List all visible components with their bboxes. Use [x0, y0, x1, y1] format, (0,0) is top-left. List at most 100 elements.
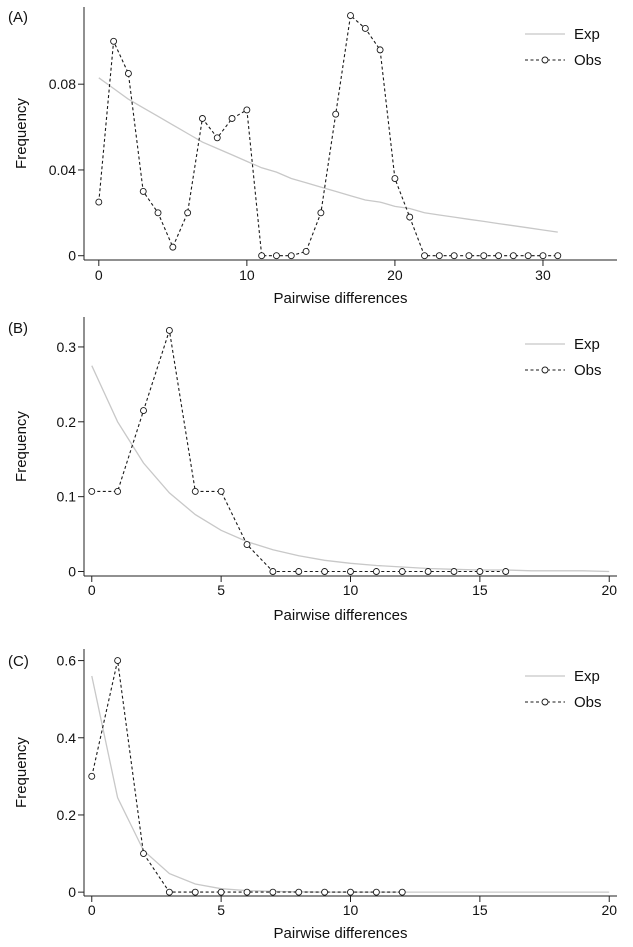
obs-point [332, 110, 340, 118]
y-tick-label: 0.08 [49, 76, 76, 92]
obs-point [450, 568, 458, 575]
chart-panel: (C) 0 5 10 15 20 0 0.2 0.4 0.6 Pairwise difference… [8, 649, 617, 942]
obs-point [213, 134, 221, 142]
obs-point [154, 209, 162, 217]
obs-point [110, 37, 118, 45]
obs-point [476, 568, 484, 575]
obs-point [169, 243, 177, 251]
obs-series-line [98, 14, 558, 257]
chart-panel: (A) 0 10 20 30 0 0.04 0.08 Pairwise differences F… [8, 7, 617, 307]
legend-obs-label: Obs [574, 694, 602, 711]
obs-point [376, 46, 384, 54]
obs-point [509, 252, 517, 260]
obs-point [287, 252, 295, 260]
obs-point [372, 568, 380, 575]
x-axis-title: Pairwise differences [274, 607, 408, 624]
obs-point [184, 209, 192, 217]
obs-point [124, 70, 132, 77]
obs-point [295, 888, 303, 896]
obs-point [361, 24, 369, 32]
obs-point [165, 888, 173, 896]
obs-point [321, 568, 329, 575]
y-tick-label: 0.04 [49, 162, 76, 178]
x-tick-label: 0 [88, 902, 96, 918]
obs-point [302, 247, 310, 255]
x-axis-title: Pairwise differences [274, 925, 408, 942]
x-tick-label: 10 [343, 582, 359, 598]
legend-obs-marker [541, 698, 549, 706]
obs-point [191, 888, 199, 896]
panel-label: (A) [8, 9, 28, 26]
obs-point [465, 252, 473, 260]
y-tick-label: 0.2 [57, 414, 77, 430]
obs-point [317, 209, 325, 217]
obs-point [450, 252, 458, 260]
obs-point [191, 487, 199, 495]
y-tick-label: 0 [68, 564, 76, 580]
obs-point [228, 115, 236, 122]
obs-point [114, 487, 122, 495]
obs-point [421, 252, 428, 260]
obs-point [480, 252, 488, 260]
obs-point [243, 541, 251, 549]
obs-point [269, 888, 277, 896]
obs-point [243, 106, 251, 114]
legend-obs-label: Obs [574, 52, 602, 69]
obs-point [217, 487, 225, 495]
legend-obs-label: Obs [574, 362, 602, 379]
obs-point [88, 487, 96, 495]
legend-exp-label: Exp [574, 26, 600, 43]
obs-point [217, 888, 225, 896]
obs-point [372, 888, 380, 896]
chart-panel: (B) 0 5 10 15 20 0 0.1 0.2 0.3 Pairwise difference… [8, 317, 617, 624]
y-tick-label: 0.2 [57, 807, 77, 823]
y-tick-label: 0.1 [57, 489, 77, 505]
y-tick-label: 0 [68, 884, 76, 900]
x-tick-label: 30 [535, 267, 551, 283]
obs-point [424, 568, 432, 575]
obs-point [398, 568, 406, 575]
obs-point [140, 407, 147, 415]
y-tick-label: 0.3 [57, 339, 77, 355]
obs-point [502, 568, 510, 575]
obs-point [88, 772, 96, 780]
obs-series-line [91, 660, 403, 893]
obs-point [495, 252, 503, 260]
exp-series-line [91, 365, 610, 573]
obs-point [95, 198, 103, 206]
obs-point [347, 568, 354, 575]
y-axis-title: Frequency [13, 411, 30, 482]
x-tick-label: 15 [472, 902, 488, 918]
x-tick-label: 20 [601, 582, 617, 598]
obs-point [391, 175, 399, 182]
y-tick-label: 0.4 [57, 730, 77, 746]
obs-point [114, 657, 122, 665]
obs-point [539, 252, 547, 260]
panel-label: (C) [8, 653, 29, 670]
obs-point [258, 252, 266, 260]
obs-point [273, 252, 280, 260]
obs-point [321, 888, 329, 896]
obs-point [347, 888, 354, 896]
obs-point [524, 252, 532, 260]
x-tick-label: 5 [217, 582, 225, 598]
x-tick-label: 0 [95, 267, 103, 283]
obs-point [295, 568, 303, 575]
x-tick-label: 0 [88, 582, 96, 598]
x-tick-label: 20 [387, 267, 403, 283]
y-axis-title: Frequency [13, 98, 30, 169]
obs-point [198, 115, 206, 122]
obs-point [554, 252, 562, 260]
x-tick-label: 5 [217, 902, 225, 918]
obs-point [398, 888, 406, 896]
x-tick-label: 10 [343, 902, 359, 918]
obs-point [269, 568, 277, 575]
y-axis-title: Frequency [13, 737, 30, 808]
x-axis-title: Pairwise differences [274, 290, 408, 307]
obs-point [243, 888, 251, 896]
x-tick-label: 15 [472, 582, 488, 598]
exp-series-line [98, 77, 558, 233]
obs-point [347, 12, 354, 20]
obs-point [165, 327, 173, 334]
